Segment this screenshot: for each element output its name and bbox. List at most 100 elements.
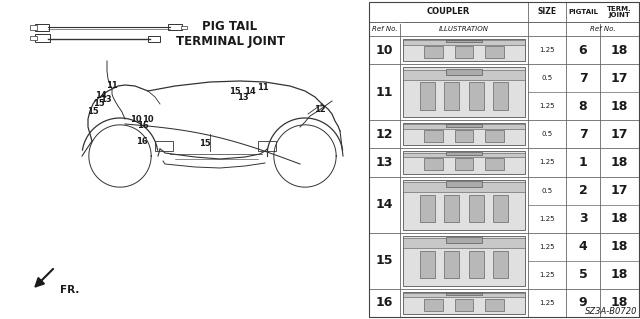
Text: 15: 15 — [199, 139, 211, 149]
Text: 10: 10 — [130, 115, 142, 123]
Text: 1.25: 1.25 — [540, 160, 555, 166]
Text: PIG TAIL: PIG TAIL — [202, 20, 257, 33]
Bar — [485, 158, 504, 170]
Bar — [155, 141, 173, 151]
Text: 7: 7 — [579, 128, 588, 141]
Text: 13: 13 — [100, 95, 112, 105]
Bar — [420, 195, 435, 222]
Text: 1.25: 1.25 — [540, 300, 555, 306]
Bar — [30, 25, 37, 29]
Text: 18: 18 — [611, 156, 628, 169]
Bar — [493, 251, 508, 278]
Bar — [445, 237, 483, 243]
Text: 14: 14 — [244, 86, 256, 95]
Bar — [35, 34, 50, 42]
Text: TERM.: TERM. — [607, 6, 632, 12]
Text: Ref No.: Ref No. — [372, 26, 397, 32]
Bar — [445, 69, 483, 75]
Bar — [455, 130, 473, 142]
Bar — [403, 70, 525, 80]
Bar — [420, 251, 435, 278]
Bar — [445, 293, 483, 295]
Bar — [403, 293, 525, 297]
Text: 1.25: 1.25 — [540, 103, 555, 109]
Text: 18: 18 — [611, 100, 628, 113]
Text: 14: 14 — [95, 92, 107, 100]
Text: 13: 13 — [376, 156, 393, 169]
Bar — [445, 82, 459, 110]
Bar — [403, 238, 525, 248]
Text: 8: 8 — [579, 100, 588, 113]
Bar — [403, 39, 525, 61]
Bar — [403, 40, 525, 45]
Text: 2: 2 — [579, 184, 588, 197]
Text: 1.25: 1.25 — [540, 47, 555, 53]
Bar — [35, 24, 49, 31]
Bar — [469, 251, 484, 278]
Text: 11: 11 — [257, 83, 269, 92]
Text: 4: 4 — [579, 240, 588, 253]
Bar — [485, 299, 504, 311]
Text: 15: 15 — [93, 100, 105, 108]
Bar — [403, 152, 525, 157]
Text: SIZE: SIZE — [538, 8, 557, 17]
Text: TERMINAL JOINT: TERMINAL JOINT — [175, 34, 285, 48]
Bar — [148, 35, 160, 41]
Text: 0.5: 0.5 — [541, 75, 552, 81]
Bar — [445, 251, 459, 278]
Bar — [469, 195, 484, 222]
Text: 1.25: 1.25 — [540, 272, 555, 278]
Bar — [455, 158, 473, 170]
Bar — [181, 26, 187, 28]
Text: 6: 6 — [579, 44, 588, 56]
Text: 3: 3 — [579, 212, 588, 225]
Text: ILLUSTRATION: ILLUSTRATION — [439, 26, 489, 32]
Text: 0.5: 0.5 — [541, 188, 552, 194]
Bar — [403, 67, 525, 117]
Text: 18: 18 — [611, 44, 628, 56]
Text: 11: 11 — [376, 86, 393, 99]
Text: 15: 15 — [229, 86, 241, 95]
Bar — [455, 299, 473, 311]
Bar — [30, 36, 37, 40]
Bar — [403, 124, 525, 129]
Bar — [455, 46, 473, 58]
Text: 11: 11 — [106, 80, 118, 90]
Bar — [424, 299, 443, 311]
Text: COUPLER: COUPLER — [427, 8, 470, 17]
Bar — [485, 46, 504, 58]
Bar — [424, 130, 443, 142]
Bar — [424, 46, 443, 58]
Text: 5: 5 — [579, 268, 588, 281]
Bar — [420, 82, 435, 110]
Bar — [445, 152, 483, 155]
Bar — [445, 181, 483, 187]
Text: SZ3A-B0720: SZ3A-B0720 — [584, 308, 637, 316]
Text: 17: 17 — [611, 128, 628, 141]
Text: 1: 1 — [579, 156, 588, 169]
Text: 18: 18 — [611, 296, 628, 309]
Text: 18: 18 — [611, 240, 628, 253]
Text: 0.5: 0.5 — [541, 131, 552, 137]
Text: 12: 12 — [376, 128, 393, 141]
Bar — [445, 124, 483, 127]
Text: 9: 9 — [579, 296, 588, 309]
Bar — [493, 82, 508, 110]
Text: 16: 16 — [376, 296, 393, 309]
Bar — [445, 195, 459, 222]
Text: 16: 16 — [136, 137, 148, 145]
Bar — [258, 141, 276, 151]
Bar — [403, 152, 525, 174]
Text: 1.25: 1.25 — [540, 216, 555, 222]
Text: PIGTAIL: PIGTAIL — [568, 9, 598, 15]
Text: 17: 17 — [611, 184, 628, 197]
Bar — [469, 82, 484, 110]
Text: Ref No.: Ref No. — [589, 26, 615, 32]
Text: FR.: FR. — [60, 285, 79, 295]
Text: 10: 10 — [376, 44, 393, 56]
Text: JOINT: JOINT — [609, 12, 630, 18]
Bar — [403, 236, 525, 286]
Text: 15: 15 — [87, 108, 99, 116]
Bar — [424, 158, 443, 170]
Bar — [403, 180, 525, 230]
